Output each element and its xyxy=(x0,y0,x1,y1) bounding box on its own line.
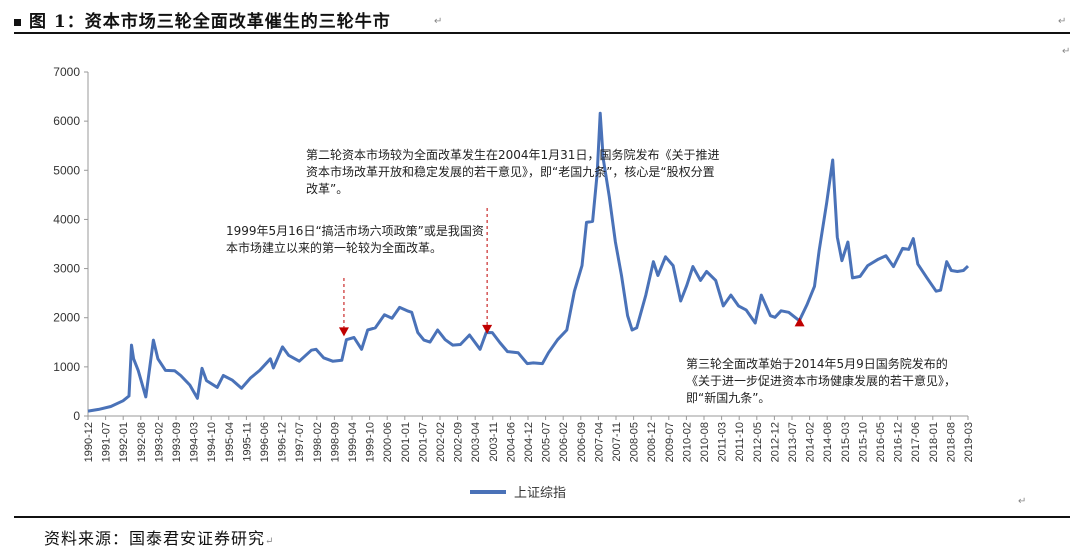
x-tick-label: 2013-07 xyxy=(787,422,799,462)
x-tick-label: 2010-08 xyxy=(699,422,711,462)
x-tick-label: 2004-06 xyxy=(505,422,517,462)
x-tick-label: 2010-02 xyxy=(681,422,693,462)
x-tick-label: 2004-12 xyxy=(523,422,535,462)
y-tick-label: 1000 xyxy=(53,360,80,374)
x-tick-label: 1994-03 xyxy=(189,422,201,462)
x-tick-label: 2012-12 xyxy=(769,422,781,462)
x-tick-label: 1997-07 xyxy=(294,422,306,462)
x-tick-label: 2002-09 xyxy=(453,422,465,462)
bottom-rule xyxy=(14,516,1070,518)
x-tick-label: 1999-10 xyxy=(365,422,377,462)
annotation-arrows xyxy=(338,208,805,337)
x-tick-label: 2006-02 xyxy=(558,422,570,462)
x-tick-label: 2005-07 xyxy=(541,422,553,462)
annotation-arrow xyxy=(338,278,349,337)
x-tick-label: 2007-11 xyxy=(611,422,623,462)
x-tick-label: 2015-03 xyxy=(840,422,852,462)
x-tick-label: 1995-04 xyxy=(224,422,236,462)
x-tick-label: 1998-02 xyxy=(312,422,324,462)
y-tick-label: 4000 xyxy=(53,212,80,226)
x-tick-label: 1992-08 xyxy=(136,422,148,462)
x-tick-label: 1993-09 xyxy=(171,422,183,462)
x-tick-label: 2009-07 xyxy=(664,422,676,462)
annotation-arrow xyxy=(482,208,493,334)
x-tick-label: 1998-09 xyxy=(329,422,341,462)
arrow-down-icon xyxy=(338,327,349,337)
paragraph-mark-icon: ↵ xyxy=(1058,16,1067,27)
title-bullet-icon xyxy=(14,19,21,26)
legend-swatch-icon xyxy=(470,489,506,494)
x-tick-label: 2008-05 xyxy=(629,422,641,462)
x-tick-label: 1999-04 xyxy=(347,422,359,462)
series-line-shanghai-composite xyxy=(87,111,970,413)
x-tick-label: 2014-08 xyxy=(822,422,834,462)
arrow-up-icon xyxy=(794,317,805,327)
source-note: 资料来源：国泰君安证券研究↵ xyxy=(44,525,274,549)
annotation-third-reform: 第三轮全面改革始于2014年5月9日国务院发布的《关于进一步促进资本市场健康发展… xyxy=(686,357,957,405)
x-tick-label: 2015-10 xyxy=(857,422,869,462)
x-tick-label: 2019-03 xyxy=(963,422,975,462)
x-tick-label: 2012-05 xyxy=(752,422,764,462)
source-text: 资料来源：国泰君安证券研究 xyxy=(44,529,266,548)
arrow-down-icon xyxy=(482,324,493,334)
paragraph-mark-icon: ↵ xyxy=(1018,496,1027,507)
x-tick-label: 2002-02 xyxy=(435,422,447,462)
annotation-arrow xyxy=(794,317,805,327)
x-tick-label: 2011-03 xyxy=(717,422,729,462)
x-tick-label: 1990-12 xyxy=(83,422,95,462)
x-tick-label: 1992-01 xyxy=(118,422,130,462)
top-rule xyxy=(14,32,1070,34)
x-tick-label: 2008-12 xyxy=(646,422,658,462)
y-tick-label: 6000 xyxy=(53,114,80,128)
paragraph-mark-icon: ↵ xyxy=(1062,46,1071,57)
x-axis: 1990-12 1991-07 1992-01 1992-08 1993-02 1993-… xyxy=(83,415,975,462)
x-tick-label: 2011-10 xyxy=(734,422,746,462)
x-tick-label: 2018-01 xyxy=(928,422,940,462)
x-tick-label: 2016-12 xyxy=(893,422,905,462)
x-tick-label: 2018-08 xyxy=(945,422,957,462)
y-tick-label: 3000 xyxy=(53,262,80,276)
x-tick-label: 2000-06 xyxy=(382,422,394,462)
x-tick-label: 2006-09 xyxy=(576,422,588,462)
y-tick-label: 2000 xyxy=(53,311,80,325)
x-tick-label: 1995-11 xyxy=(241,422,253,462)
x-tick-label: 2001-07 xyxy=(417,422,429,462)
x-tick-label: 2007-04 xyxy=(593,422,605,462)
annotation-first-reform: 1999年5月16日“搞活市场六项政策”或是我国资本市场建立以来的第一轮较为全面… xyxy=(226,224,484,255)
x-tick-label: 1996-12 xyxy=(277,422,289,462)
figure-title-text: 图 1：资本市场三轮全面改革催生的三轮牛市 xyxy=(29,12,391,32)
annotation-second-reform: 第二轮资本市场较为全面改革发生在2004年1月31日，国务院发布《关于推进资本市… xyxy=(306,148,720,196)
paragraph-mark-icon: ↵ xyxy=(265,536,275,547)
x-tick-label: 2014-02 xyxy=(805,422,817,462)
y-axis: 0 1000 2000 3000 4000 5000 6000 7000 xyxy=(53,65,89,423)
x-tick-label: 2016-05 xyxy=(875,422,887,462)
y-tick-label: 5000 xyxy=(53,163,80,177)
paragraph-mark-icon: ↵ xyxy=(434,16,443,27)
x-tick-label: 2003-11 xyxy=(488,422,500,462)
x-tick-label: 1994-10 xyxy=(206,422,218,462)
x-tick-label: 1996-06 xyxy=(259,422,271,462)
x-tick-label: 1993-02 xyxy=(153,422,165,462)
legend-label: 上证综指 xyxy=(514,486,567,501)
figure-title: 图 1：资本市场三轮全面改革催生的三轮牛市 xyxy=(14,7,391,32)
x-tick-label: 2003-04 xyxy=(470,422,482,462)
legend: 上证综指 xyxy=(470,482,566,501)
x-tick-label: 2017-06 xyxy=(910,422,922,462)
x-tick-label: 2001-01 xyxy=(400,422,412,462)
y-tick-label: 7000 xyxy=(53,65,80,79)
y-tick-label: 0 xyxy=(73,409,80,423)
x-tick-label: 1991-07 xyxy=(101,422,113,462)
